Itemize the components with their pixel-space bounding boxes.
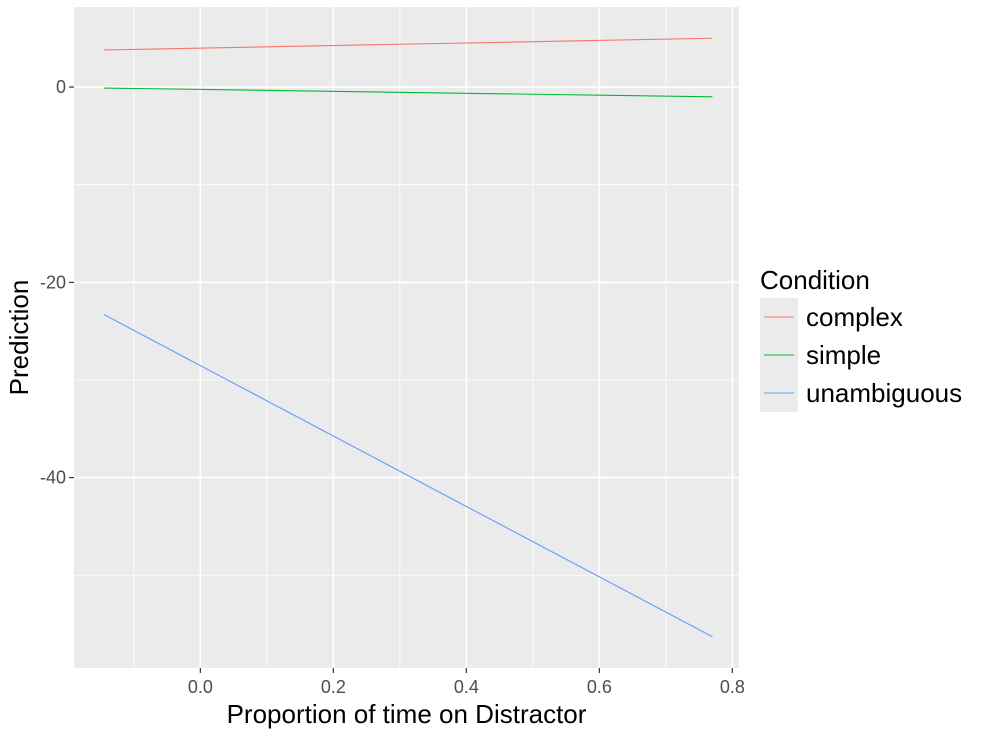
y-axis: -40 -20 0 bbox=[40, 77, 74, 488]
series-line-simple bbox=[103, 87, 713, 98]
y-axis-title: Prediction bbox=[4, 280, 34, 396]
series-lines bbox=[103, 37, 713, 638]
minor-gridlines bbox=[74, 7, 739, 668]
x-axis-title: Proportion of time on Distractor bbox=[227, 699, 587, 729]
x-tick-label: 0.8 bbox=[720, 677, 745, 697]
x-axis: 0.0 0.2 0.4 0.6 0.8 bbox=[188, 668, 745, 697]
y-tick-label: -40 bbox=[40, 468, 66, 488]
series-line-unambiguous bbox=[103, 314, 713, 638]
y-tick-label: 0 bbox=[56, 77, 66, 97]
legend-label-unambiguous: unambiguous bbox=[806, 378, 962, 408]
x-tick-label: 0.6 bbox=[587, 677, 612, 697]
series-line-complex bbox=[103, 37, 713, 51]
plot-panel bbox=[74, 7, 739, 668]
x-tick-label: 0.4 bbox=[454, 677, 479, 697]
legend-title: Condition bbox=[760, 265, 870, 295]
legend: Condition complex simple unambiguous bbox=[760, 265, 962, 412]
legend-label-complex: complex bbox=[806, 302, 903, 332]
legend-label-simple: simple bbox=[806, 340, 881, 370]
major-gridlines bbox=[74, 7, 739, 668]
x-tick-label: 0.0 bbox=[188, 677, 213, 697]
x-tick-label: 0.2 bbox=[321, 677, 346, 697]
y-tick-label: -20 bbox=[40, 272, 66, 292]
